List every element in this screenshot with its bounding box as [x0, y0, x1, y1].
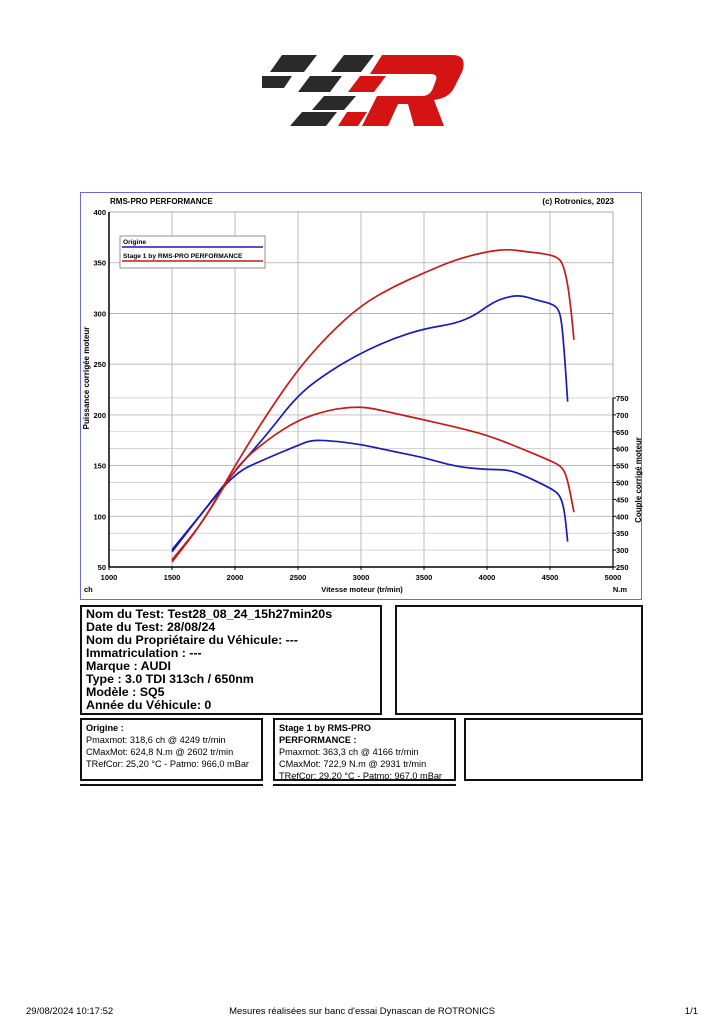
divider [80, 784, 263, 786]
empty-info-box [395, 605, 643, 715]
result-stage1-conditions: TRefCor: 29,20 °C - Patmo: 967,0 mBar [279, 771, 442, 781]
legend-label-stage1: Stage 1 by RMS-PRO PERFORMANCE [123, 253, 243, 260]
result-origine-cmax: CMaxMot: 624,8 N.m @ 2602 tr/min [86, 747, 234, 757]
footer-datetime: 29/08/2024 10:17:52 [26, 1006, 114, 1017]
y-tick-label: 250 [93, 360, 106, 369]
x-tick-label: 4500 [542, 573, 559, 582]
dyno-chart [80, 192, 642, 600]
y-tick-label: 200 [93, 411, 106, 420]
footer-page-number: 1/1 [684, 1006, 698, 1017]
result-stage1-title-line1: Stage 1 by RMS-PRO [279, 723, 371, 733]
x-tick-label: 4000 [479, 573, 496, 582]
result-stage1-title-line2: PERFORMANCE : [279, 735, 357, 745]
y-tick-label: 350 [93, 259, 106, 268]
result-stage1-box: Stage 1 by RMS-PRO PERFORMANCE : Pmaxmot… [273, 718, 456, 781]
origine-power-curve [171, 295, 569, 553]
x-tick-label: 1000 [101, 573, 118, 582]
result-stage1-pmax: Pmaxmot: 363,3 ch @ 4166 tr/min [279, 747, 419, 757]
y-tick-label: 50 [98, 563, 106, 572]
chart-title-left: RMS-PRO PERFORMANCE [110, 197, 213, 206]
x-tick-label: 2500 [290, 573, 307, 582]
vehicle-type: Type : 3.0 TDI 313ch / 650nm [86, 672, 254, 686]
test-info-box: Nom du Test: Test28_08_24_15h27min20s Da… [80, 605, 382, 715]
x-axis-label: Vitesse moteur (tr/min) [321, 585, 403, 594]
vehicle-owner: Nom du Propriétaire du Véhicule: --- [86, 633, 299, 647]
divider [273, 784, 456, 786]
result-stage1-cmax: CMaxMot: 722,9 N.m @ 2931 tr/min [279, 759, 427, 769]
vehicle-year: Année du Véhicule: 0 [86, 698, 212, 712]
x-tick-label: 3500 [416, 573, 433, 582]
y2-tick-label: 350 [616, 529, 629, 538]
y-tick-label: 100 [93, 512, 106, 521]
test-name: Nom du Test: Test28_08_24_15h27min20s [86, 607, 333, 621]
y-tick-label: 150 [93, 462, 106, 471]
y2-tick-label: 750 [616, 394, 629, 403]
x-tick-label: 5000 [605, 573, 622, 582]
test-date: Date du Test: 28/08/24 [86, 620, 216, 634]
x-tick-label: 3000 [353, 573, 370, 582]
chart-title-right: (c) Rotronics, 2023 [542, 197, 614, 206]
y2-unit-label: N.m [613, 585, 628, 594]
footer-description: Mesures réalisées sur banc d'essai Dynas… [229, 1006, 495, 1017]
x-tick-label: 2000 [227, 573, 244, 582]
x-tick-label: 1500 [164, 573, 181, 582]
legend-label-origine: Origine [123, 239, 146, 246]
brand-logo [262, 55, 464, 126]
y2-tick-label: 700 [616, 411, 629, 420]
result-origine-box: Origine : Pmaxmot: 318,6 ch @ 4249 tr/mi… [80, 718, 263, 781]
y2-axis-label: Couple corrigé moteur [634, 437, 643, 523]
y2-tick-label: 550 [616, 462, 629, 471]
stage1-torque-curve [171, 406, 575, 561]
y2-tick-label: 500 [616, 478, 629, 487]
vehicle-make: Marque : AUDI [86, 659, 171, 673]
y2-tick-label: 450 [616, 495, 629, 504]
y-tick-label: 400 [93, 208, 106, 217]
origine-torque-curve [171, 439, 569, 551]
y2-tick-label: 300 [616, 546, 629, 555]
dyno-chart-svg: 1000 1500 2000 2500 3000 3500 4000 4500 5000 50 10… [82, 197, 643, 594]
registration: Immatriculation : --- [86, 646, 202, 660]
y-tick-label: 300 [93, 309, 106, 318]
result-origine-title: Origine : [86, 723, 124, 733]
result-origine-conditions: TRefCor: 25,20 °C - Patmo: 966,0 mBar [86, 759, 249, 769]
result-origine-pmax: Pmaxmot: 318,6 ch @ 4249 tr/min [86, 735, 226, 745]
empty-result-box [464, 718, 643, 781]
stage1-power-curve [171, 248, 575, 563]
y2-tick-label: 600 [616, 445, 629, 454]
x-unit-label: ch [84, 585, 93, 594]
chart-legend: Origine Stage 1 by RMS-PRO PERFORMANCE [119, 235, 266, 269]
y2-tick-label: 650 [616, 428, 629, 437]
y2-tick-label: 400 [616, 512, 629, 521]
vehicle-model: Modèle : SQ5 [86, 685, 165, 699]
y-axis-label: Puissance corrigée moteur [82, 327, 91, 430]
y2-tick-label: 250 [616, 563, 629, 572]
